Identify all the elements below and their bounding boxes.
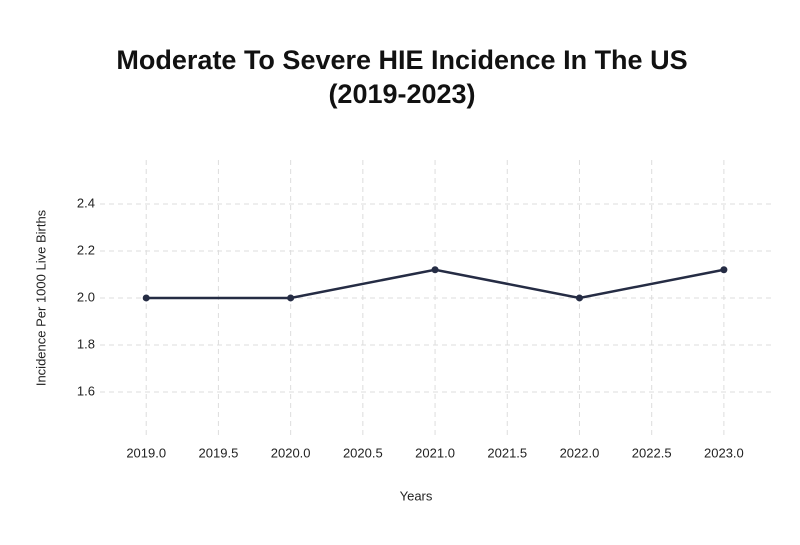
point	[575, 294, 583, 302]
x-tick-label: 2022.5	[632, 445, 672, 460]
x-tick-label: 2021.5	[487, 445, 527, 460]
x-axis-label: Years	[400, 488, 433, 503]
y-tick-label: 2.0	[77, 289, 95, 304]
point	[431, 266, 439, 274]
y-tick-label: 1.6	[77, 383, 95, 398]
y-tick-label: 2.4	[77, 195, 95, 210]
point	[142, 294, 150, 302]
x-tick-label: 2019.5	[199, 445, 239, 460]
line	[146, 268, 725, 300]
point	[720, 266, 728, 274]
x-tick-label: 2020.0	[271, 445, 311, 460]
chart-title: Moderate To Severe HIE Incidence In The …	[116, 45, 687, 75]
chart-title: (2019-2023)	[328, 79, 475, 109]
x-tick-label: 2019.0	[126, 445, 166, 460]
x-tick-label: 2023.0	[704, 445, 744, 460]
y-axis-label: Incidence Per 1000 Live Births	[33, 209, 48, 386]
y-tick-label: 2.2	[77, 242, 95, 257]
x-tick-label: 2020.5	[343, 445, 383, 460]
point	[287, 294, 295, 302]
y-tick-label: 1.8	[77, 336, 95, 351]
x-tick-label: 2022.0	[560, 445, 600, 460]
x-tick-label: 2021.0	[415, 445, 455, 460]
